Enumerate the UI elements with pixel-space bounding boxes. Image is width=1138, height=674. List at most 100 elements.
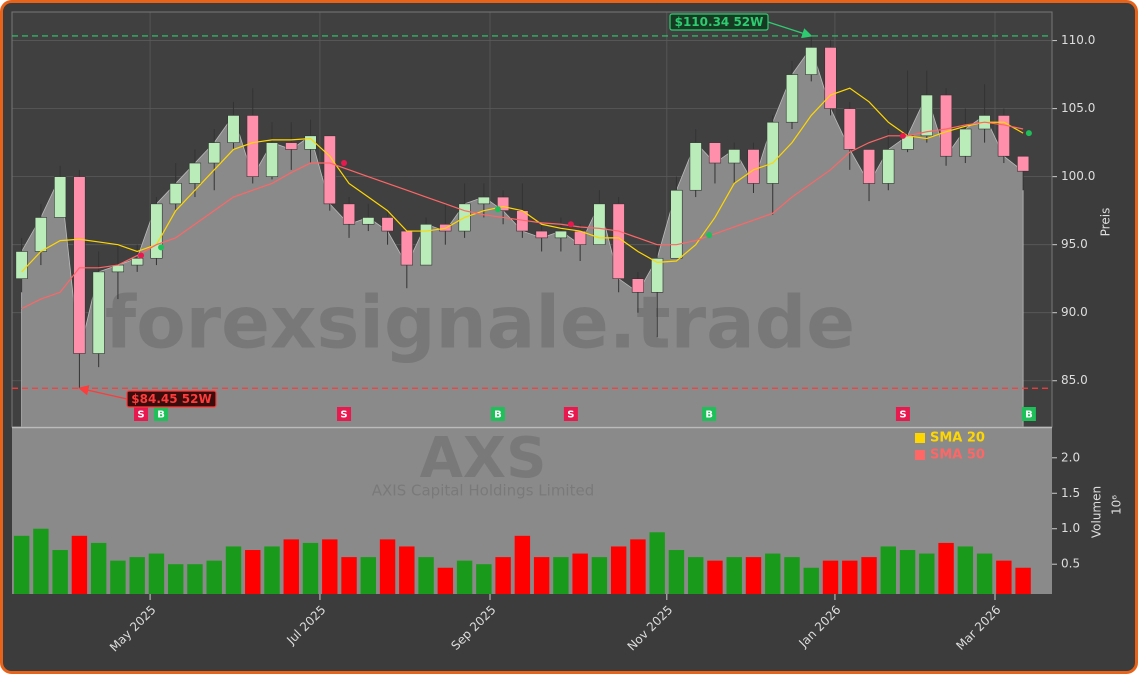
signal-label: B xyxy=(1025,410,1033,421)
volume-bar xyxy=(938,542,954,594)
volume-bar xyxy=(13,535,30,594)
signal-label: S xyxy=(899,410,906,421)
signal-label: B xyxy=(494,410,502,421)
signal-marker xyxy=(337,407,352,421)
y-tick-label: 100.0 xyxy=(1061,169,1095,183)
candle-body xyxy=(766,121,779,184)
candle-body xyxy=(15,251,28,279)
ticker: AXS xyxy=(420,426,547,491)
volume-bar xyxy=(264,546,280,594)
volume-bar xyxy=(148,553,165,594)
volume-bar xyxy=(591,557,608,594)
candle-body xyxy=(419,223,433,266)
candle-body xyxy=(265,142,279,177)
annotation-arrow xyxy=(78,385,128,400)
volume-bar xyxy=(803,567,819,594)
volume-bar xyxy=(919,553,935,594)
candle-body xyxy=(708,142,722,164)
volume-bar xyxy=(668,550,685,594)
volume-bar xyxy=(90,542,107,594)
candle-body xyxy=(208,142,221,164)
candle-body xyxy=(959,128,972,157)
candle-body xyxy=(997,115,1010,157)
signal-marker xyxy=(490,407,505,421)
y-axis-label: Preis xyxy=(1099,208,1113,237)
candle-body xyxy=(805,47,818,75)
volume-bar xyxy=(630,539,646,594)
signal-label: S xyxy=(137,410,144,421)
volume-bar xyxy=(283,539,299,594)
volume-bar xyxy=(110,560,126,594)
volume-bar xyxy=(341,557,357,594)
signal-label: S xyxy=(340,410,347,421)
signal-label: S xyxy=(567,410,574,421)
signal-label: B xyxy=(157,410,165,421)
candle-body xyxy=(554,230,567,239)
volume-scale: 10⁶ xyxy=(1110,495,1124,515)
candle-body xyxy=(73,176,86,354)
volume-bar xyxy=(379,539,396,594)
signal-marker xyxy=(702,407,717,421)
volume-bar xyxy=(33,528,49,594)
candle-body xyxy=(862,149,876,184)
annotation-label: $84.45 52W xyxy=(131,392,211,406)
volume-bar xyxy=(572,553,588,594)
volume-bar xyxy=(418,557,434,594)
candle-body xyxy=(400,230,413,266)
candle-body xyxy=(381,217,394,232)
volume-bar xyxy=(399,546,415,594)
y-tick-label: 85.0 xyxy=(1061,373,1088,387)
volume-bar xyxy=(765,553,781,594)
candle-body xyxy=(54,176,67,218)
legend-swatch xyxy=(915,433,925,443)
signal-dot xyxy=(706,232,713,239)
candle-body xyxy=(227,115,240,143)
volume-bar xyxy=(302,542,319,594)
candle-body xyxy=(920,94,933,137)
y-tick-label: 110.0 xyxy=(1061,33,1095,47)
volume-bar xyxy=(437,567,454,594)
watermark: forexsignale.trade xyxy=(105,281,855,365)
company: AXIS Capital Holdings Limited xyxy=(372,482,594,500)
volume-panel xyxy=(12,428,1052,594)
candle-body xyxy=(747,149,760,184)
candle-body xyxy=(882,149,895,184)
candle-body xyxy=(1017,155,1030,172)
volume-bar xyxy=(553,557,569,594)
candle-body xyxy=(689,142,702,191)
annotation-box xyxy=(669,13,769,31)
signal-dot xyxy=(341,160,348,167)
candle-body xyxy=(631,278,645,293)
candle-body xyxy=(651,257,664,293)
y-tick-label: 95.0 xyxy=(1061,237,1088,251)
volume-bar xyxy=(957,546,974,594)
signal-marker xyxy=(895,407,910,421)
candle-body xyxy=(34,217,47,252)
candle-body xyxy=(824,47,837,109)
candle-body xyxy=(188,162,202,184)
volume-tick-label: 2.0 xyxy=(1061,450,1080,464)
volume-bar xyxy=(610,546,627,594)
volume-bar xyxy=(707,560,723,594)
volume-bar xyxy=(71,535,88,594)
volume-bar xyxy=(649,532,665,594)
candle-body xyxy=(92,271,105,354)
volume-bar xyxy=(456,560,473,594)
volume-bar xyxy=(822,560,839,594)
signal-dot xyxy=(494,206,501,213)
candle-body xyxy=(131,257,144,266)
signal-marker xyxy=(154,407,169,421)
volume-tick-label: 0.5 xyxy=(1061,557,1080,571)
candle-body xyxy=(323,135,336,205)
y-tick-label: 105.0 xyxy=(1061,101,1095,115)
candle-body xyxy=(535,230,548,239)
y-tick-label: 90.0 xyxy=(1061,305,1088,319)
legend-swatch xyxy=(915,450,925,460)
volume-bar xyxy=(187,564,203,594)
candle-body xyxy=(150,203,163,259)
signal-dot xyxy=(138,252,145,259)
candle-body xyxy=(670,189,683,259)
volume-tick-label: 1.5 xyxy=(1061,486,1080,500)
volume-bar xyxy=(842,560,858,594)
